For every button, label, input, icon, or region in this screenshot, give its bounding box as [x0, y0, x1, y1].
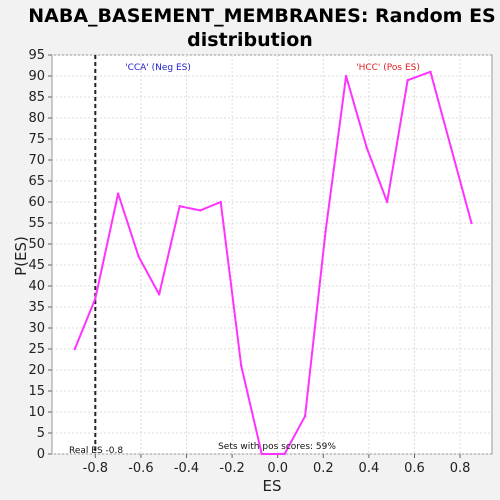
data-point: [157, 293, 161, 296]
y-tick-label: 15: [28, 384, 45, 399]
y-tick-label: 90: [28, 69, 45, 84]
y-tick-label: 25: [28, 342, 45, 357]
y-tick-label: 85: [28, 90, 45, 105]
y-tick-label: 0: [37, 447, 45, 462]
x-tick-label: 0.6: [404, 461, 425, 476]
data-point: [470, 221, 473, 225]
y-tick-label: 55: [28, 216, 45, 231]
data-point: [94, 297, 97, 300]
data-point: [429, 70, 432, 74]
y-tick-label: 45: [28, 258, 45, 273]
data-point: [219, 200, 222, 204]
x-tick-label: -0.4: [174, 461, 199, 476]
data-point: [406, 79, 409, 82]
y-tick-label: 10: [28, 405, 45, 420]
data-point: [449, 146, 453, 149]
data-point: [303, 415, 307, 418]
real-es-label: Real ES -0.8: [69, 446, 123, 456]
series-layer: [73, 70, 473, 456]
data-point: [344, 74, 348, 78]
series-line: [73, 70, 473, 455]
data-point: [385, 200, 389, 204]
x-tick-label: 0.4: [359, 461, 380, 476]
chart-title-line1: NABA_BASEMENT_MEMBRANES: Random ES: [28, 5, 496, 27]
data-point: [116, 192, 120, 195]
y-tick-label: 5: [37, 426, 45, 441]
data-point: [260, 452, 263, 456]
pos-scores-label: Sets with pos scores: 59%: [218, 442, 336, 452]
x-tick-label: -0.8: [83, 461, 108, 476]
data-point: [137, 255, 140, 258]
x-tick-label: -0.2: [219, 461, 244, 476]
data-point: [178, 205, 181, 208]
y-tick-label: 40: [28, 279, 45, 294]
y-tick-label: 80: [28, 111, 45, 126]
neg-es-label: 'CCA' (Neg ES): [125, 63, 191, 73]
y-tick-label: 65: [28, 174, 45, 189]
data-point: [73, 347, 76, 351]
y-tick-label: 50: [28, 237, 45, 252]
x-tick-label: -0.6: [128, 461, 153, 476]
y-axis-label: P(ES): [12, 236, 30, 276]
y-tick-label: 75: [28, 132, 45, 147]
y-axis-ticks: 0 5 10 15 20 25 30 35 40 45 50 55 60 65 70 75 80 85 90 95: [28, 48, 52, 462]
data-point: [324, 230, 327, 233]
x-tick-label: 0.0: [267, 461, 288, 476]
x-tick-label: 0.2: [313, 461, 334, 476]
y-tick-label: 95: [28, 48, 45, 63]
pos-es-label: 'HCC' (Pos ES): [356, 63, 420, 73]
x-tick-label: 0.8: [450, 461, 471, 476]
data-point: [283, 452, 286, 456]
plot-area: [51, 54, 493, 455]
y-tick-label: 35: [28, 300, 45, 315]
data-point: [198, 209, 202, 212]
y-tick-label: 70: [28, 153, 45, 168]
x-axis-ticks: -0.8 -0.6 -0.4 -0.2 0.0 0.2 0.4 0.6 0.8: [83, 454, 471, 476]
data-point: [240, 364, 243, 367]
data-point: [365, 146, 368, 149]
y-tick-label: 20: [28, 363, 45, 378]
x-axis-label: ES: [263, 477, 282, 495]
y-tick-label: 60: [28, 195, 45, 210]
chart-title-line2: distribution: [187, 29, 313, 51]
y-tick-label: 30: [28, 321, 45, 336]
